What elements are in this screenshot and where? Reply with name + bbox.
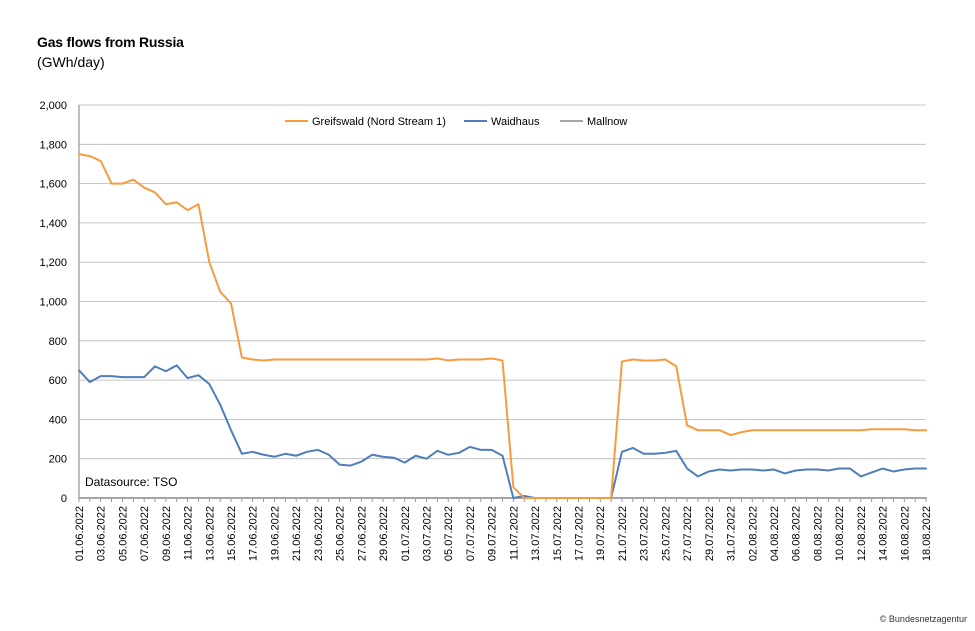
- x-tick-label: 08.08.2022: [812, 506, 824, 561]
- chart-subtitle: (GWh/day): [37, 54, 105, 70]
- x-tick-label: 14.08.2022: [878, 506, 890, 561]
- y-tick-label: 1,000: [39, 297, 67, 309]
- x-tick-label: 31.07.2022: [726, 506, 738, 561]
- x-tick-label: 17.07.2022: [574, 506, 586, 561]
- x-tick-label: 16.08.2022: [899, 506, 911, 561]
- y-tick-label: 1,600: [39, 179, 67, 191]
- x-tick-label: 29.06.2022: [378, 506, 390, 561]
- y-axis-tick-labels: 0 200 400 600 800 1,000 1,200 1,400 1,600 1,800 2,…: [39, 100, 67, 505]
- x-tick-label: 01.07.2022: [400, 506, 412, 561]
- y-tick-label: 400: [49, 414, 67, 426]
- x-tick-label: 06.08.2022: [791, 506, 803, 561]
- chart-title: Gas flows from Russia: [37, 34, 184, 50]
- x-tick-label: 10.08.2022: [834, 506, 846, 561]
- x-tick-label: 01.06.2022: [74, 506, 86, 561]
- x-axis-tick-labels: 01.06.2022 03.06.2022 05.06.2022 07.06.2022…: [74, 506, 933, 561]
- y-tick-label: 600: [49, 375, 67, 387]
- series-lines: [78, 153, 927, 499]
- x-tick-label: 18.08.2022: [921, 506, 933, 561]
- x-tick-label: 21.06.2022: [291, 506, 303, 561]
- y-tick-label: 800: [49, 336, 67, 348]
- y-tick-label: 200: [49, 454, 67, 466]
- x-tick-label: 04.08.2022: [769, 506, 781, 561]
- x-tick-label: 07.07.2022: [465, 506, 477, 561]
- x-tick-label: 13.07.2022: [530, 506, 542, 561]
- x-tick-label: 03.06.2022: [96, 506, 108, 561]
- x-tick-label: 11.07.2022: [508, 506, 520, 560]
- x-tick-label: 07.06.2022: [139, 506, 151, 561]
- y-tick-label: 1,800: [39, 139, 67, 151]
- x-tick-label: 25.07.2022: [660, 506, 672, 561]
- x-tick-label: 21.07.2022: [617, 506, 629, 561]
- y-tick-label: 1,200: [39, 257, 67, 269]
- x-tick-label: 11.06.2022: [183, 506, 195, 560]
- x-tick-label: 13.06.2022: [204, 506, 216, 561]
- gridlines: [79, 104, 926, 460]
- x-tick-label: 25.06.2022: [335, 506, 347, 561]
- x-tick-label: 19.06.2022: [269, 506, 281, 561]
- copyright-credit: © Bundesnetzagentur: [879, 614, 967, 624]
- x-tick-label: 05.06.2022: [117, 506, 129, 561]
- x-tick-label: 15.07.2022: [552, 506, 564, 561]
- x-tick-label: 17.06.2022: [248, 506, 260, 561]
- x-tick-label: 29.07.2022: [704, 506, 716, 561]
- x-tick-label: 27.07.2022: [682, 506, 694, 561]
- legend: Greifswald (Nord Stream 1) Waidhaus Mallno…: [285, 116, 627, 128]
- x-tick-label: 05.07.2022: [443, 506, 455, 561]
- datasource-annotation: Datasource: TSO: [85, 475, 177, 489]
- x-tick-label: 03.07.2022: [421, 506, 433, 561]
- x-tick-label: 15.06.2022: [226, 506, 238, 561]
- y-tick-label: 2,000: [39, 100, 67, 112]
- y-tick-label: 0: [61, 493, 67, 505]
- legend-label: Greifswald (Nord Stream 1): [312, 116, 446, 128]
- series-line-0: [78, 153, 927, 499]
- x-tick-label: 02.08.2022: [747, 506, 759, 561]
- x-tick-label: 27.06.2022: [356, 506, 368, 561]
- y-tick-label: 1,400: [39, 218, 67, 230]
- legend-label: Mallnow: [587, 116, 627, 128]
- legend-item: Waidhaus: [464, 116, 540, 128]
- legend-label: Waidhaus: [491, 116, 540, 128]
- x-tick-label: 19.07.2022: [595, 506, 607, 561]
- axes: [78, 105, 927, 502]
- legend-item: Greifswald (Nord Stream 1): [285, 116, 446, 128]
- x-tick-label: 23.06.2022: [313, 506, 325, 561]
- x-tick-label: 09.07.2022: [487, 506, 499, 561]
- series-line-1: [78, 364, 927, 499]
- x-tick-label: 09.06.2022: [161, 506, 173, 561]
- x-tick-label: 12.08.2022: [856, 506, 868, 561]
- legend-item: Mallnow: [560, 116, 627, 128]
- x-tick-label: 23.07.2022: [639, 506, 651, 561]
